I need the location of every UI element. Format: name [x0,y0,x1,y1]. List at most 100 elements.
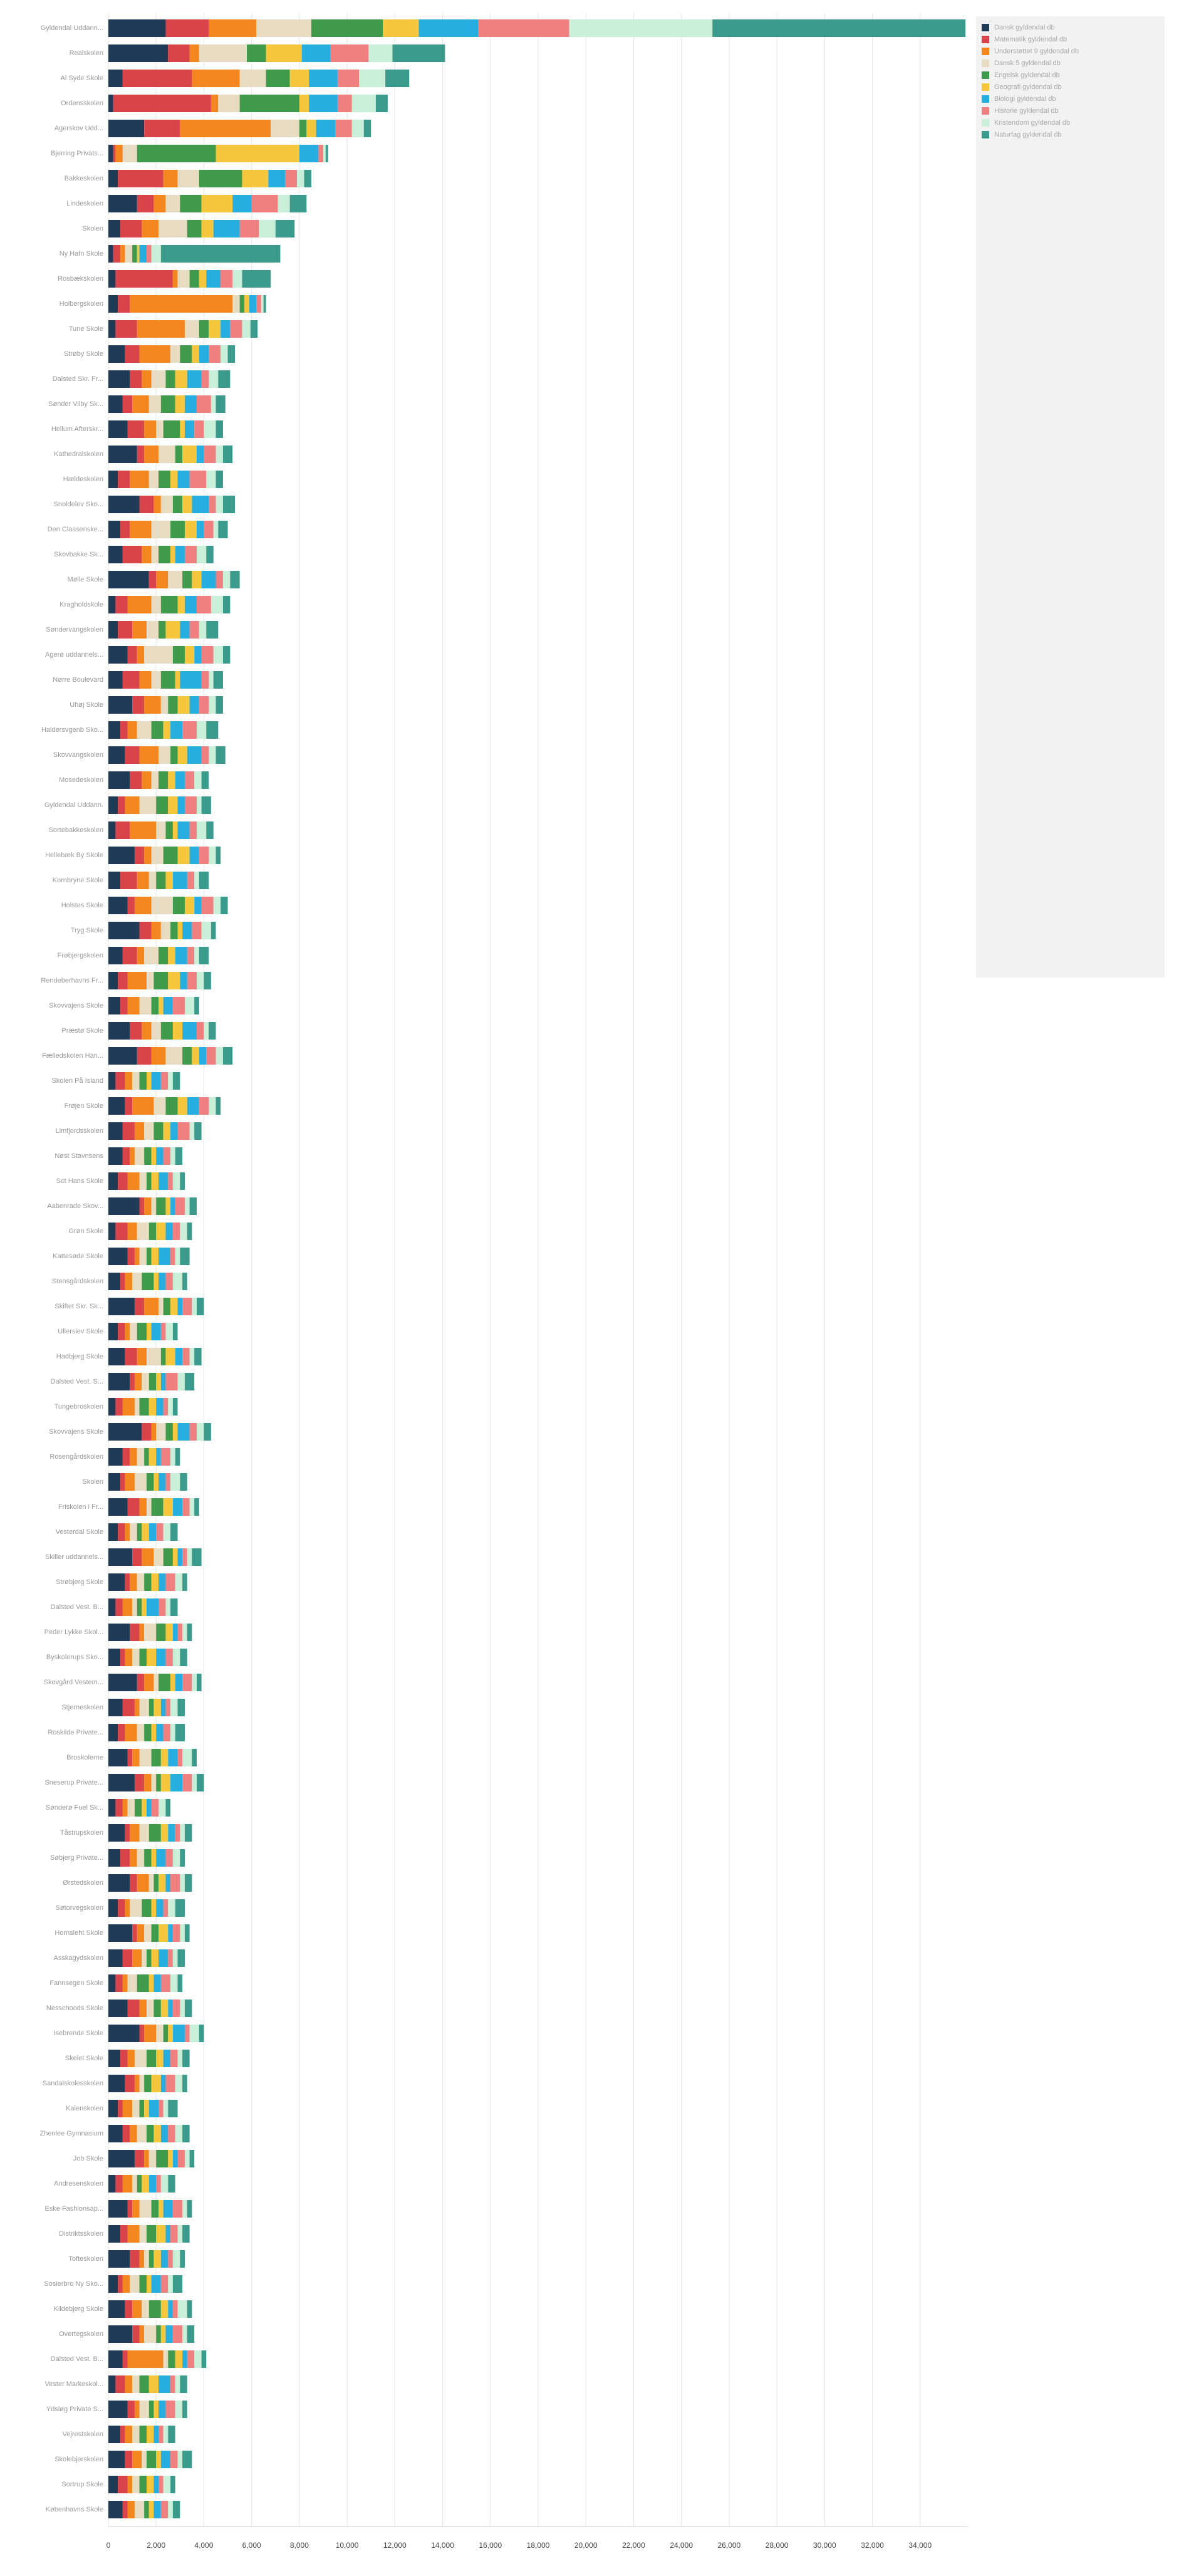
y-tick-label: Zhenlee Gymnasium [40,2130,104,2137]
bar-segment [139,2401,149,2418]
bar-segment [151,2075,161,2092]
bar-segment [139,2025,145,2042]
bar-segment [146,1598,159,1616]
y-tick-label: Ullerslev Skole [58,1328,103,1335]
bar-segment [182,2225,190,2243]
y-tick-label: Broskolerne [66,1754,103,1761]
bar-segment [122,1448,130,1466]
bar-segment [182,1273,187,1290]
legend-swatch [982,95,989,103]
bar-segment [168,771,175,789]
bar-segment [127,972,147,989]
bar-segment [170,1473,180,1491]
bar-segment [158,1924,169,1942]
bar-segment [146,1172,152,1190]
bar-segment [172,1949,178,1967]
bar-segment [108,95,113,112]
bar-segment [216,471,223,488]
bar-segment [115,320,137,338]
y-tick-label: Andresenskolen [54,2180,103,2188]
bar-segment [146,1072,152,1090]
bar-segment [151,671,161,689]
bar-segment [132,1097,154,1115]
legend-label: Geografi gyldendal db [994,83,1062,91]
bar-segment [108,621,118,639]
y-tick-label: Mølle Skole [68,576,103,583]
bar-segment [108,2300,125,2318]
bar-segment [160,1699,166,1716]
bar-segment [189,621,199,639]
bar-segment [170,471,178,488]
bar-segment [239,220,259,237]
y-tick-label: Strøby Skole [64,350,103,358]
bar-segment [160,922,171,939]
bar-segment [146,1248,152,1265]
bar-segment [144,1147,152,1165]
bar-segment [222,1047,233,1065]
bar-segment [175,947,187,964]
bar-segment [165,1699,171,1716]
bar-segment [201,771,209,789]
bar-segment [132,395,149,413]
bar-segment [266,70,290,87]
bar-segment [165,872,173,889]
bar-segment [256,19,311,37]
bar-segment [108,395,123,413]
bar-segment [170,1874,180,1892]
bar-segment [134,1473,147,1491]
bar-segment [177,922,183,939]
bar-segment [151,1047,166,1065]
bar-segment [180,1172,185,1190]
bar-segment [216,420,223,438]
bar-segment [130,1899,142,1917]
bar-segment [168,2250,173,2268]
bar-segment [163,1122,171,1140]
bar-segment [172,1624,178,1641]
bar-segment [337,70,360,87]
bar-segment [153,972,169,989]
bar-segment [201,195,233,212]
bar-segment [175,1573,183,1591]
bar-segment [168,2000,173,2017]
bar-segment [151,596,161,613]
bar-segment [137,872,149,889]
y-tick-label: Søtorvegskolen [56,1904,103,1912]
bar-segment [182,2050,190,2067]
bar-segment [318,145,323,162]
bar-segment [163,1724,171,1741]
bar-segment [125,1273,133,1290]
bar-segment [151,1423,157,1441]
bar-segment [160,1373,166,1390]
bar-segment [197,821,207,839]
bar-segment [137,145,216,162]
bar-segment [144,696,161,714]
bar-segment [184,897,195,914]
bar-segment [156,1774,161,1791]
bar-segment [108,1022,130,1040]
bar-segment [180,345,192,363]
bar-segment [108,1799,116,1817]
bar-segment [177,1097,187,1115]
bar-segment [134,1699,140,1716]
bar-segment [192,345,199,363]
bar-segment [239,295,245,313]
bar-segment [189,270,199,288]
bar-segment [156,571,169,588]
bar-segment [130,1849,137,1867]
bar-segment [289,195,307,212]
bar-segment [184,1197,190,1215]
bar-segment [108,847,135,864]
bar-segment [108,2476,118,2493]
bar-segment [184,2000,192,2017]
bar-segment [122,145,137,162]
bar-segment [165,1849,173,1867]
bar-segment [177,696,190,714]
bar-segment [221,270,233,288]
bar-segment [163,721,171,739]
bar-segment [151,897,173,914]
bar-segment [180,2000,185,2017]
y-tick-label: Vester Markeskol... [44,2380,103,2388]
bar-segment [175,446,183,463]
y-tick-label: Stjerneskolen [61,1704,103,1711]
y-tick-label: Eske Fashionsap... [44,2205,103,2213]
